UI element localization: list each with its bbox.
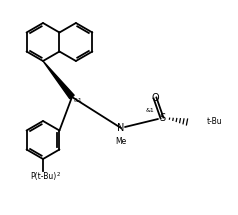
Text: &1: &1	[146, 108, 154, 113]
Polygon shape	[43, 61, 74, 99]
Text: S: S	[159, 113, 165, 123]
Text: P(t-Bu): P(t-Bu)	[30, 172, 56, 181]
Text: O: O	[151, 93, 159, 103]
Text: Me: Me	[115, 137, 127, 146]
Text: 2: 2	[57, 172, 60, 177]
Text: t-Bu: t-Bu	[207, 118, 223, 126]
Text: N: N	[117, 123, 125, 133]
Text: &1: &1	[74, 98, 83, 103]
